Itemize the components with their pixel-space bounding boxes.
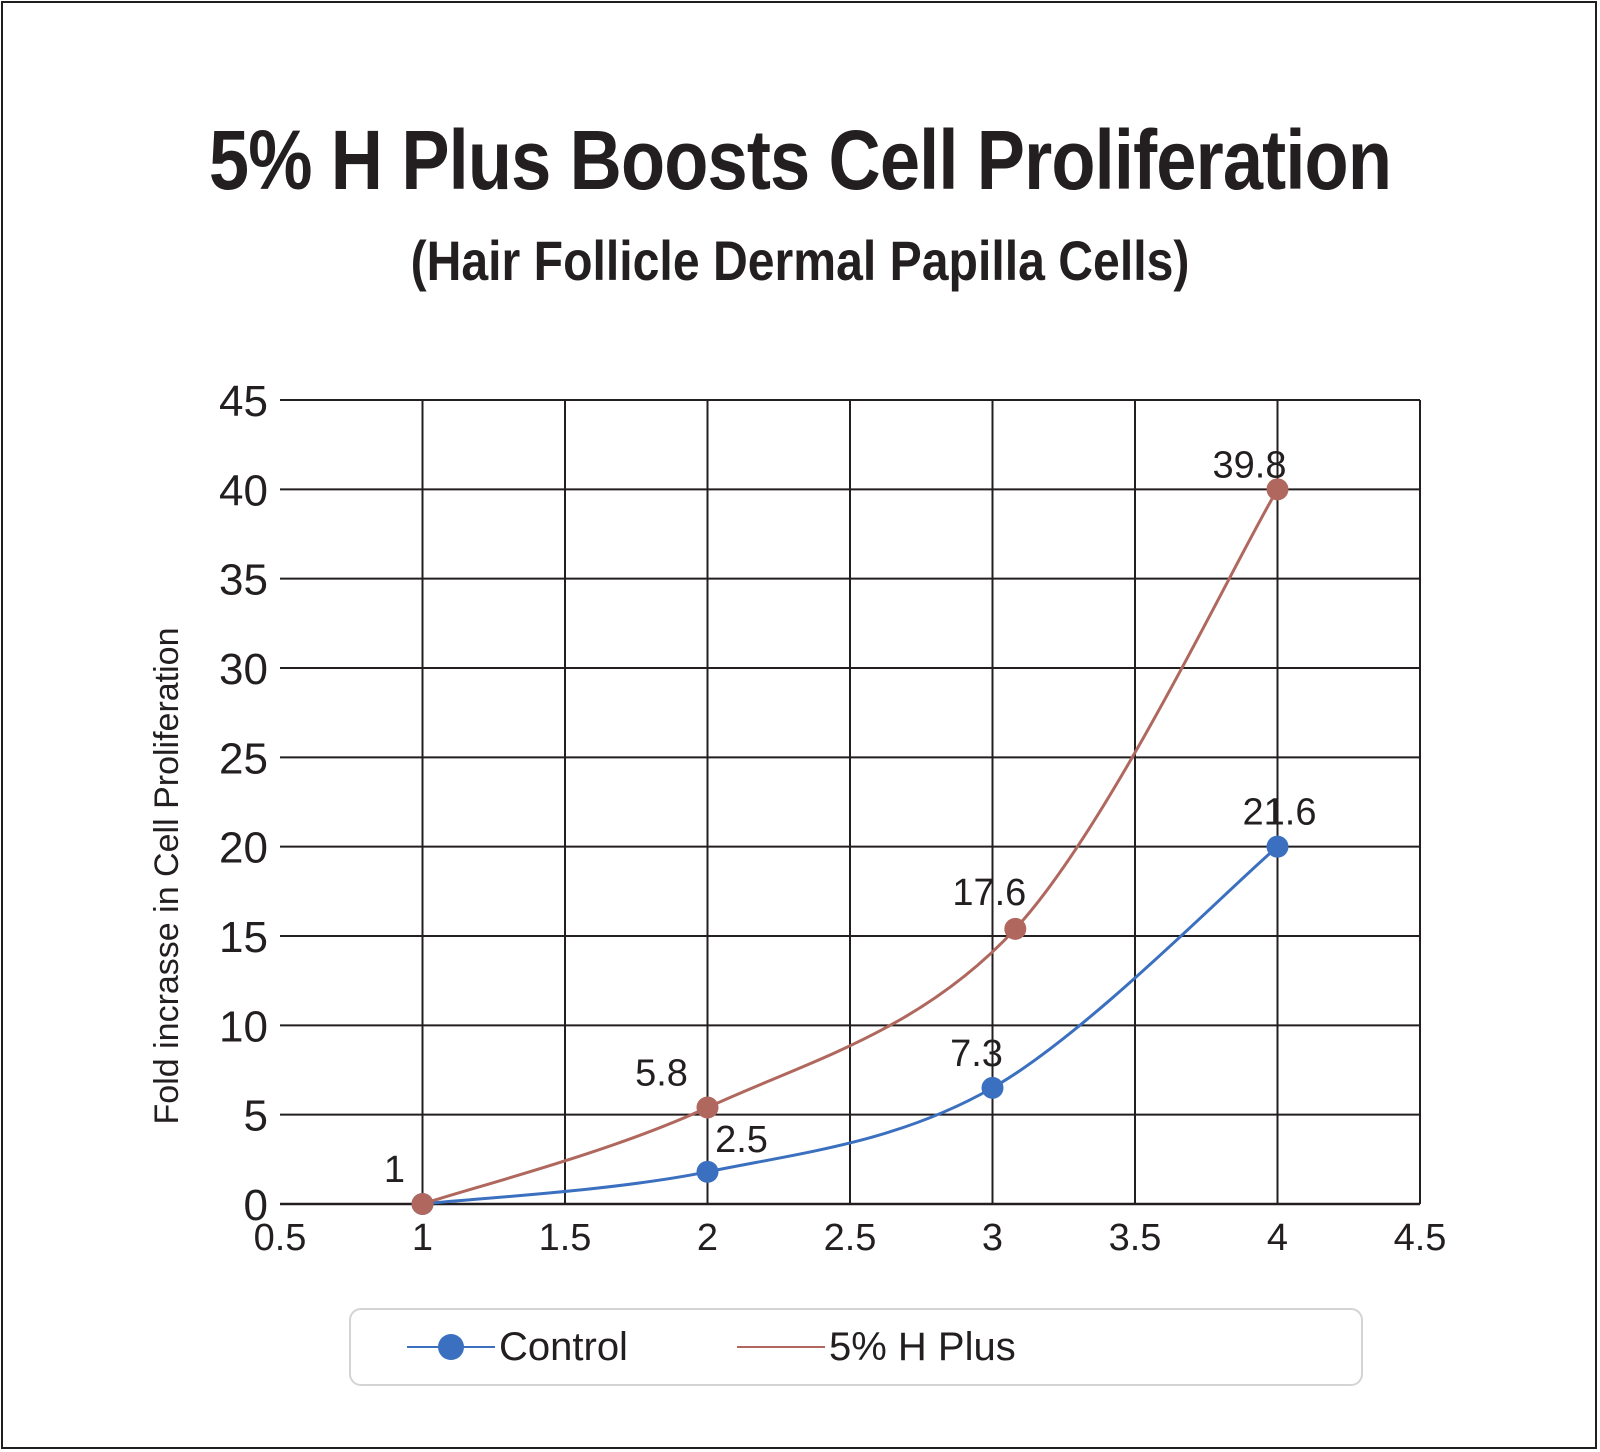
x-tick-label: 4: [1267, 1217, 1288, 1259]
y-tick-label: 5: [244, 1092, 268, 1141]
data-point: [1266, 478, 1289, 501]
data-point: [1004, 917, 1027, 940]
legend-label-control: Control: [499, 1324, 628, 1369]
series-lines: [422, 488, 1279, 1206]
data-label: 21.6: [1243, 792, 1317, 834]
x-tick-label: 1: [412, 1217, 433, 1259]
data-label: 17.6: [952, 872, 1026, 914]
data-label: 2.5: [715, 1119, 768, 1161]
x-tick-label: 3: [982, 1217, 1003, 1259]
data-point: [696, 1160, 719, 1183]
y-tick-label: 0: [244, 1181, 268, 1230]
y-axis-label: Fold incrasse in Cell Proliferation: [148, 628, 186, 1125]
series-line-0: [422, 845, 1279, 1206]
legend-item-control: Control: [407, 1310, 628, 1384]
legend-item-h-plus: 5% H Plus: [737, 1310, 1016, 1384]
y-tick-label: 15: [219, 913, 268, 962]
data-label: 7.3: [950, 1033, 1003, 1075]
legend-label-h-plus: 5% H Plus: [829, 1324, 1016, 1369]
x-tick-label: 3.5: [1109, 1217, 1162, 1259]
y-tick-label: 35: [219, 556, 268, 605]
y-tick-label: 45: [219, 377, 268, 426]
y-tick-label: 20: [219, 824, 268, 873]
data-point: [411, 1193, 434, 1215]
data-point: [1266, 835, 1289, 858]
legend: Control 5% H Plus: [349, 1308, 1363, 1386]
data-label: 5.8: [635, 1053, 688, 1095]
legend-swatch-h-plus: [737, 1332, 825, 1362]
x-tick-label: 2: [697, 1217, 718, 1259]
tick-labels: 0 5 10 15 20 25 30 35 40 45 0.5 1 1.5 2 2.5 3 3.5 4 4.5: [219, 377, 1446, 1259]
chart-title: 5% H Plus Boosts Cell Proliferation: [208, 113, 1392, 207]
data-label: 1: [384, 1149, 405, 1191]
data-point: [696, 1096, 719, 1119]
y-tick-label: 30: [219, 645, 268, 694]
y-tick-label: 25: [219, 734, 268, 783]
y-tick-label: 40: [219, 466, 268, 515]
data-label: 39.8: [1213, 444, 1287, 486]
x-tick-label: 1.5: [539, 1217, 592, 1259]
x-tick-label: 4.5: [1394, 1217, 1447, 1259]
data-labels: 2.5 7.3 21.6 1 5.8 17.6 39.8: [384, 444, 1317, 1191]
series-line-1: [422, 488, 1279, 1206]
series-points: [411, 478, 1289, 1215]
y-tick-label: 10: [219, 1002, 268, 1051]
chart-subtitle: (Hair Follicle Dermal Papilla Cells): [410, 229, 1190, 292]
x-tick-label: 0.5: [254, 1217, 307, 1259]
legend-swatch-control: [407, 1332, 495, 1362]
data-point: [981, 1076, 1004, 1099]
x-tick-label: 2.5: [824, 1217, 877, 1259]
